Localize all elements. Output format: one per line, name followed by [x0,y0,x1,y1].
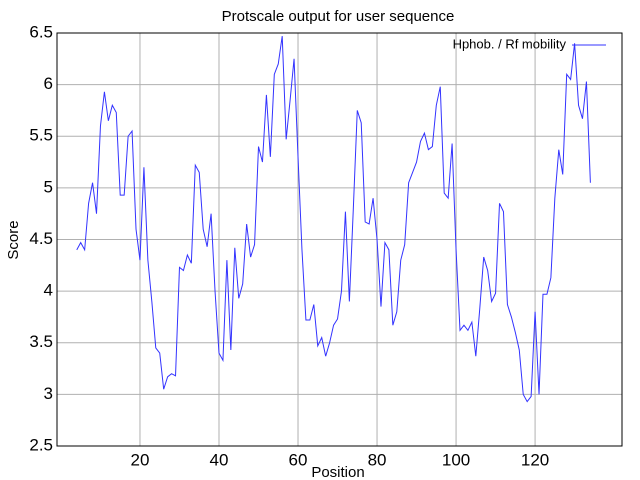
y-tick-label: 6.5 [29,22,53,41]
y-axis-label: Score [5,220,22,259]
y-tick-label: 5.5 [29,126,53,145]
y-tick-label: 4.5 [29,229,53,248]
x-tick-label: 60 [289,450,308,469]
x-tick-label: 40 [210,450,229,469]
data-line [76,36,591,403]
x-axis-label: Position [311,464,364,480]
y-tick-label: 2.5 [29,435,53,454]
y-tick-label: 3 [44,384,53,403]
x-tick-label: 100 [442,450,470,469]
y-tick-label: 5 [44,177,53,196]
plot-frame [56,32,623,447]
x-tick-label: 20 [131,450,150,469]
y-tick-label: 3.5 [29,332,53,351]
legend-label: Hphob. / Rf mobility [453,36,567,51]
chart-title: Protscale output for user sequence [222,8,455,25]
x-tick-label: 120 [521,450,549,469]
y-tick-label: 4 [44,281,53,300]
x-tick-label: 80 [368,450,387,469]
y-tick-label: 6 [44,74,53,93]
